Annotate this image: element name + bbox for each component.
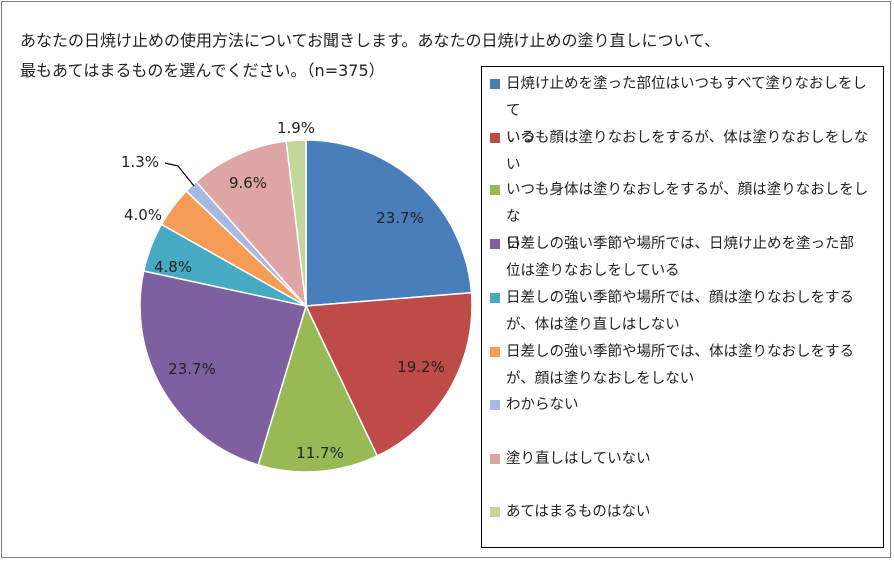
- legend-label: い: [506, 236, 521, 252]
- legend-swatch: [490, 185, 500, 195]
- pie-slice-2: [304, 291, 473, 457]
- slice-label-8: 9.6%: [229, 174, 267, 192]
- legend-item-3: いつも身体は塗りなおしをするが、顔は塗りなおしをしない: [490, 177, 875, 258]
- legend-label: 塗り直しはしていない: [506, 451, 651, 467]
- pie-labels: 23.7% 19.2% 11.7% 23.7% 4.8% 4.0% 1.3% 9.6% 1.9%: [121, 119, 445, 462]
- legend-item-8: 塗り直しはしていない: [490, 446, 875, 473]
- title-line-1: あなたの日焼け止めの使用方法についてお聞きします。あなたの日焼け止めの塗り直しに…: [20, 31, 721, 50]
- legend-label: あてはまるものはない: [506, 504, 651, 520]
- legend-label: いつも顔は塗りなおしをするが、体は塗りなおしをしない: [506, 130, 869, 173]
- legend-label: が、体は塗り直しはしない: [506, 317, 680, 333]
- chart-legend: 日焼け止めを塗った部位はいつもすべて塗りなおしをしている いつも顔は塗りなおしをす…: [481, 66, 884, 548]
- leader-line: [164, 162, 195, 187]
- legend-swatch: [490, 133, 500, 143]
- title-line-2: 最もあてはまるものを選んでください。（n=375）: [20, 61, 385, 80]
- slice-label-7: 1.3%: [121, 153, 159, 171]
- legend-swatch: [490, 293, 500, 303]
- legend-item-9: あてはまるものはない: [490, 499, 875, 526]
- legend-label: 日差しの強い季節や場所では、顔は塗りなおしをする: [506, 290, 854, 306]
- slice-label-6: 4.0%: [124, 206, 162, 224]
- legend-swatch: [490, 400, 500, 410]
- legend-swatch: [490, 507, 500, 517]
- slice-label-9: 1.9%: [277, 119, 315, 137]
- legend-item-1: 日焼け止めを塗った部位はいつもすべて塗りなおしをしている: [490, 71, 875, 152]
- slice-label-4: 23.7%: [168, 360, 216, 378]
- chart-title: あなたの日焼け止めの使用方法についてお聞きします。あなたの日焼け止めの塗り直しに…: [20, 26, 780, 86]
- legend-item-7: わからない: [490, 392, 875, 419]
- legend-label: 日差しの強い季節や場所では、日焼け止めを塗った部: [506, 236, 854, 252]
- slice-label-1: 23.7%: [376, 209, 424, 227]
- pie-slices: [139, 139, 473, 473]
- legend-label: わからない: [506, 397, 579, 413]
- legend-label: が、顔は塗りなおしをしない: [506, 371, 695, 387]
- pie-slice-3: [257, 303, 379, 473]
- legend-label: 日差しの強い季節や場所では、体は塗りなおしをする: [506, 344, 854, 360]
- legend-label: 位は塗りなおしをしている: [506, 263, 680, 279]
- legend-label: いつも身体は塗りなおしをするが、顔は塗りなおしをしな: [506, 182, 869, 225]
- legend-label: いる: [506, 130, 535, 146]
- legend-swatch: [490, 239, 500, 249]
- legend-swatch: [490, 347, 500, 357]
- legend-label: 日焼け止めを塗った部位はいつもすべて塗りなおしをして: [506, 76, 867, 119]
- slice-label-2: 19.2%: [397, 358, 445, 376]
- slice-label-5: 4.8%: [154, 258, 192, 276]
- legend-item-4: 日差しの強い季節や場所では、日焼け止めを塗った部 位は塗りなおしをしている: [490, 231, 875, 285]
- legend-item-5: 日差しの強い季節や場所では、顔は塗りなおしをする が、体は塗り直しはしない: [490, 285, 875, 339]
- pie-slice-8: [195, 140, 308, 309]
- legend-item-2: いつも顔は塗りなおしをするが、体は塗りなおしをしない: [490, 125, 875, 179]
- pie-slice-1: [305, 139, 473, 307]
- slice-label-3: 11.7%: [296, 444, 344, 462]
- pie-slice-4: [139, 270, 307, 466]
- legend-swatch: [490, 79, 500, 89]
- pie-slice-9: [285, 139, 307, 307]
- legend-item-6: 日差しの強い季節や場所では、体は塗りなおしをする が、顔は塗りなおしをしない: [490, 339, 875, 393]
- legend-swatch: [490, 454, 500, 464]
